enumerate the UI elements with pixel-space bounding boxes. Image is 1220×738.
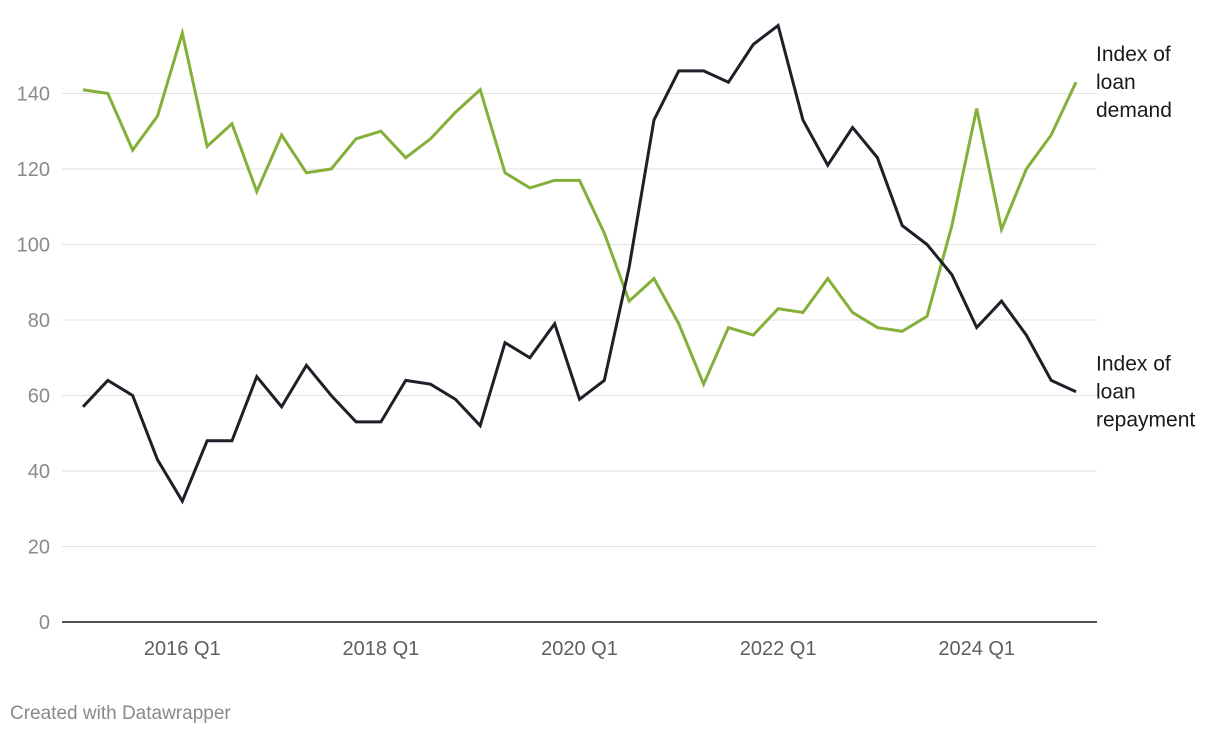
y-tick-label: 80 xyxy=(28,310,50,332)
gridlines xyxy=(62,93,1097,623)
series-label-line: Index of xyxy=(1096,43,1171,66)
series-label-index-of-loan-repayment: Index of loan repayment xyxy=(1096,353,1195,432)
series-label-line: loan xyxy=(1096,71,1136,94)
x-tick-label: 2022 Q1 xyxy=(740,638,817,660)
y-axis-tick-labels: 0 20 40 60 80 100 120 140 xyxy=(17,84,50,635)
series-label-line: loan xyxy=(1096,381,1136,404)
x-tick-label: 2016 Q1 xyxy=(144,638,221,660)
datawrapper-credit: Created with Datawrapper xyxy=(10,703,231,724)
series-line-index-of-loan-repayment xyxy=(81,22,1077,505)
series-lines xyxy=(81,22,1078,505)
x-axis-tick-labels: 2016 Q1 2018 Q1 2020 Q1 2022 Q1 2024 Q1 xyxy=(144,638,1015,660)
y-tick-label: 140 xyxy=(17,84,50,106)
series-labels: Index of loan demand Index of loan repayment xyxy=(1096,43,1195,432)
x-tick-label: 2024 Q1 xyxy=(938,638,1015,660)
y-tick-label: 0 xyxy=(39,612,50,634)
y-tick-label: 100 xyxy=(17,235,50,257)
series-label-index-of-loan-demand: Index of loan demand xyxy=(1096,43,1172,122)
y-tick-label: 40 xyxy=(28,461,50,483)
y-tick-label: 20 xyxy=(28,537,50,559)
x-tick-label: 2018 Q1 xyxy=(343,638,420,660)
y-tick-label: 120 xyxy=(17,159,50,181)
series-label-line: repayment xyxy=(1096,409,1195,432)
x-tick-label: 2020 Q1 xyxy=(541,638,618,660)
y-tick-label: 60 xyxy=(28,386,50,408)
series-label-line: Index of xyxy=(1096,353,1171,376)
series-line-index-of-loan-demand xyxy=(82,27,1078,389)
series-label-line: demand xyxy=(1096,99,1172,122)
